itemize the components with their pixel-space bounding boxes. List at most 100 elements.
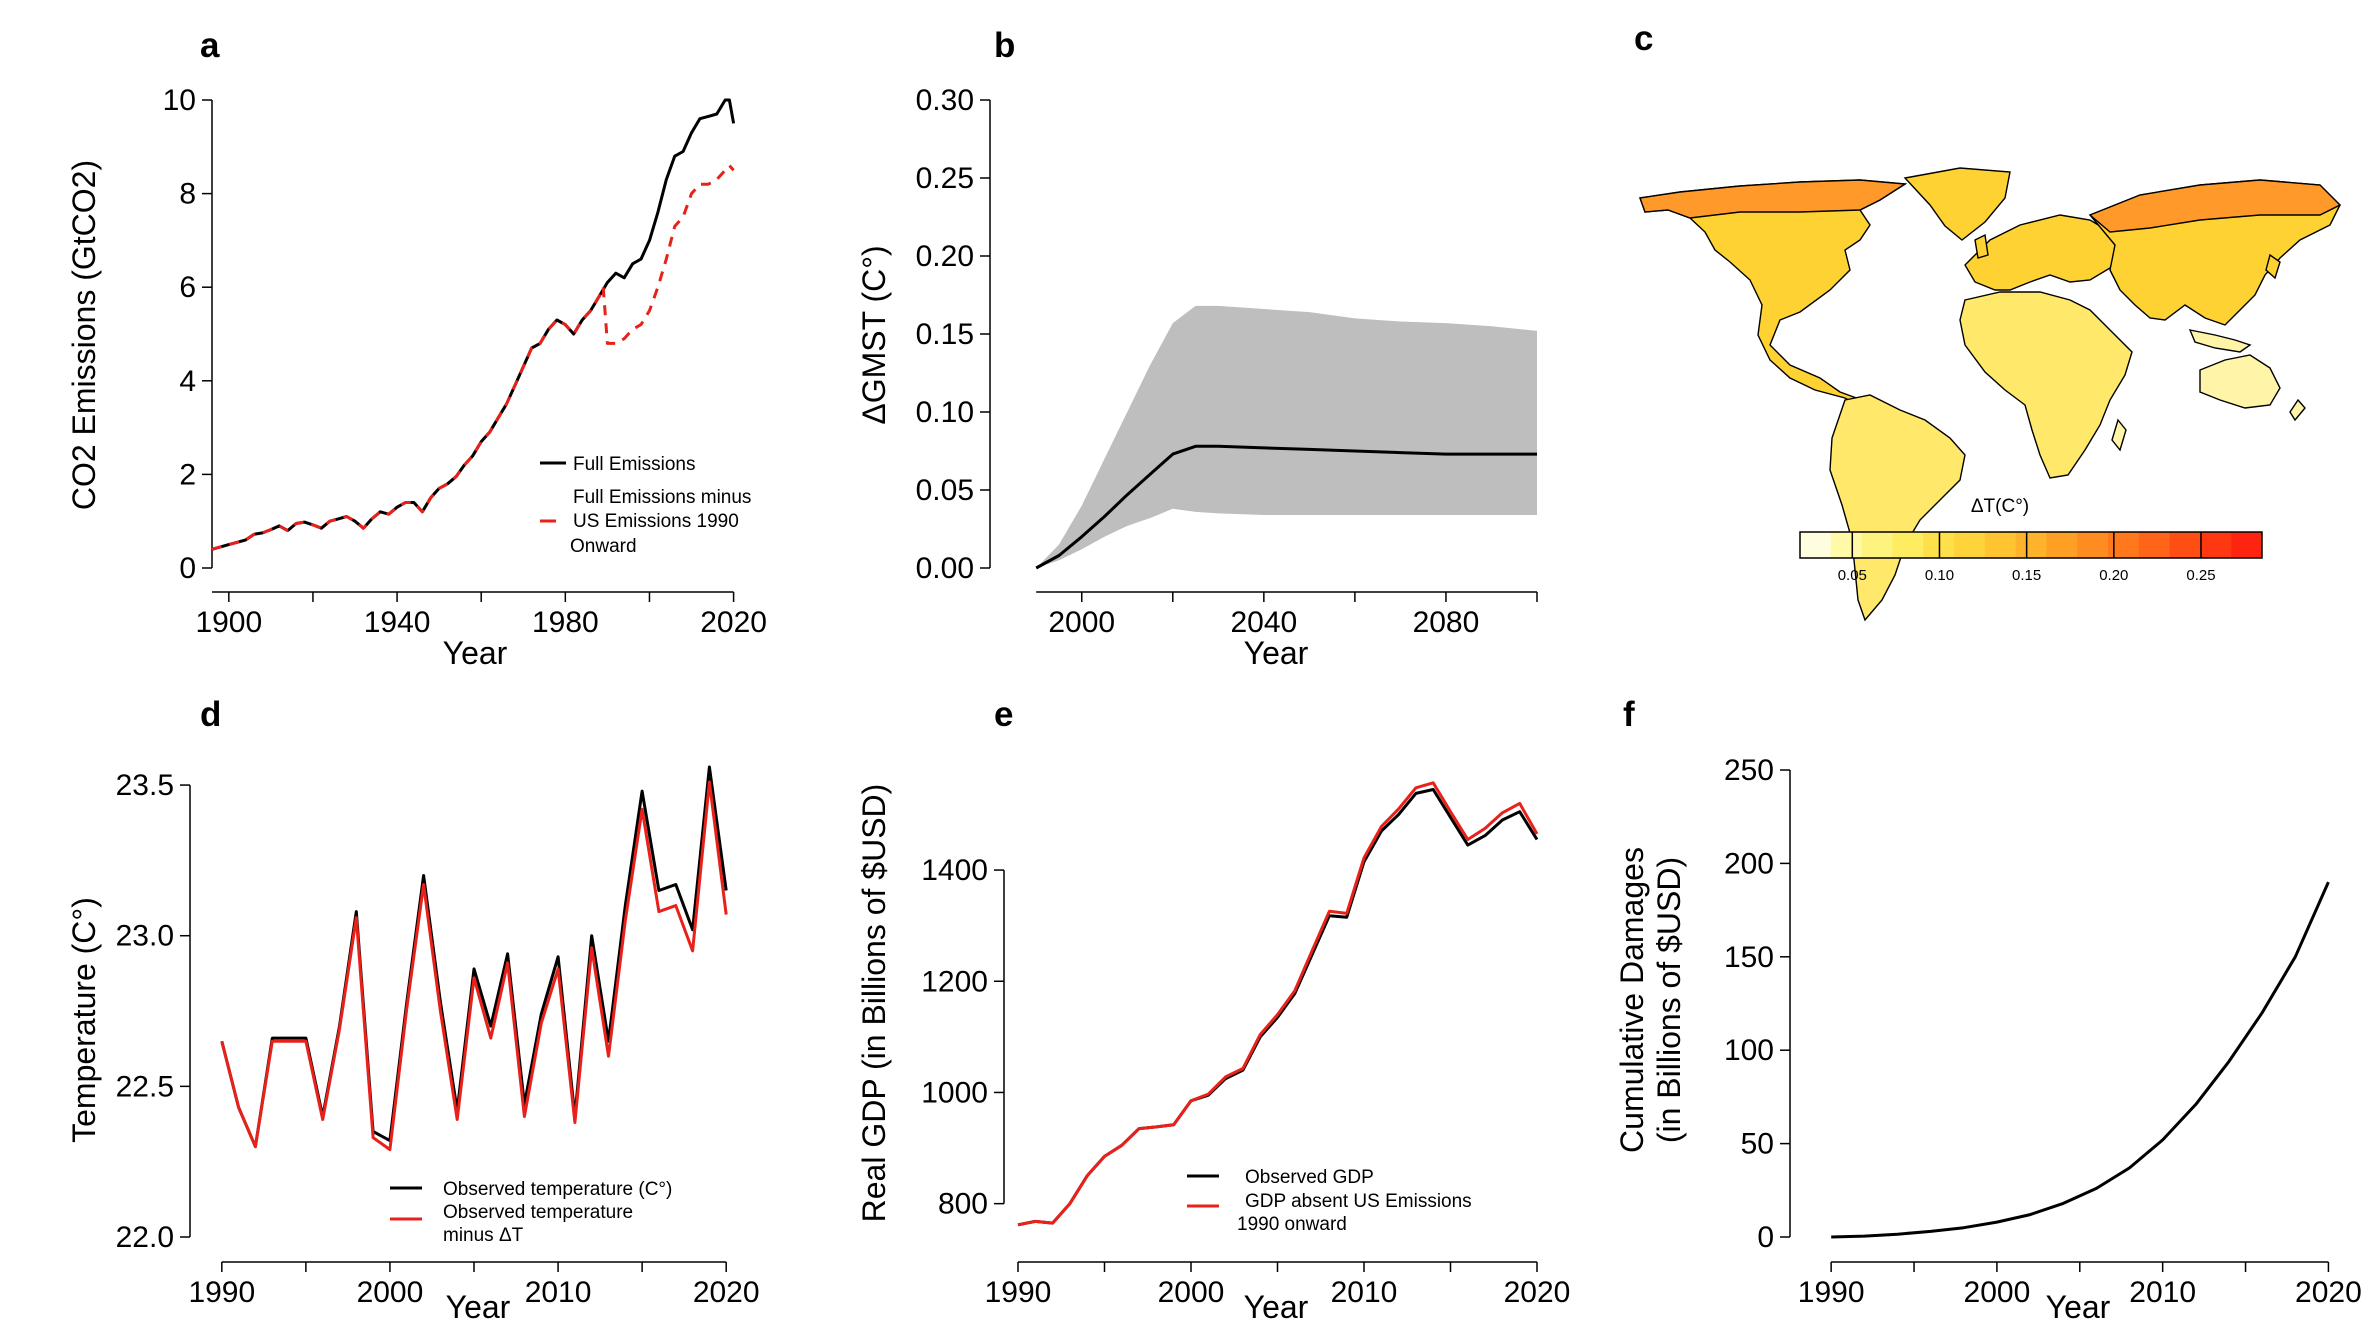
- series-line-secondary: [1017, 781, 1539, 1227]
- panel-f-y-axis-label-line1: Cumulative Damages: [1614, 847, 1650, 1153]
- panel-b-lines: [1035, 444, 1537, 570]
- x-tick-label: 2000: [1158, 1276, 1225, 1309]
- x-tick-label: 2080: [1413, 606, 1480, 639]
- colorbar-label: ΔT(C°): [1971, 496, 2029, 517]
- series-line-secondary: [211, 164, 735, 551]
- colorbar-segment: [1892, 532, 1924, 558]
- panel-a-x-axis-label: Year: [443, 635, 508, 671]
- x-tick-label: 1900: [195, 606, 262, 639]
- y-tick-label: 8: [179, 178, 196, 211]
- x-tick-label: 2040: [1230, 606, 1297, 639]
- y-tick-label: 0.20: [916, 240, 974, 273]
- map-australia: [2199, 354, 2281, 409]
- colorbar: [1799, 531, 2263, 559]
- panel-a-lines: [211, 98, 736, 551]
- y-tick-label: 23.5: [116, 769, 174, 802]
- colorbar-tick-label: 0.25: [2186, 567, 2215, 584]
- colorbar-segment: [2200, 532, 2232, 558]
- colorbar-ticks: 0.05 0.10 0.15 0.20 0.25: [1838, 532, 2216, 584]
- colorbar-tick-label: 0.20: [2099, 567, 2128, 584]
- colorbar-tick-label: 0.10: [1925, 567, 1954, 584]
- y-tick-label: 1200: [921, 965, 988, 998]
- panel-f-x-axis-label: Year: [2046, 1289, 2111, 1325]
- legend-label-gdp-absent-line1: GDP absent US Emissions: [1245, 1191, 1472, 1212]
- map-japan: [2265, 253, 2281, 280]
- series-line-primary: [1035, 444, 1537, 570]
- colorbar-segment: [1861, 532, 1893, 558]
- legend-label-minus-line1: Full Emissions minus: [573, 487, 751, 508]
- panel-d-x-axis-label: Year: [446, 1289, 511, 1325]
- panel-e-gdp: e Real GDP (in Billions of $USD) Year 80…: [856, 695, 1570, 1325]
- panel-c-map: c ΔT(C: [1634, 19, 2342, 622]
- x-tick-label: 1980: [532, 606, 599, 639]
- map-greenland: [1903, 167, 2011, 241]
- map-new-zealand: [2289, 398, 2306, 422]
- panel-e-lines: [1017, 781, 1539, 1227]
- panel-b-x-axis-label: Year: [1244, 635, 1309, 671]
- y-tick-label: 0.00: [916, 552, 974, 585]
- map-siberia: [2088, 179, 2342, 233]
- x-tick-label: 1990: [188, 1276, 255, 1309]
- series-line-primary: [1017, 788, 1539, 1227]
- panel-a-axes: 0 2 4 6 8 10 1900 1940 1980 2020: [163, 84, 767, 639]
- legend-label-minus-line3: Onward: [570, 536, 637, 557]
- x-tick-label: 2020: [700, 606, 767, 639]
- panel-b-gmst: b ΔGMST (C°) Year 0.000.050.100.150.200.…: [856, 26, 1538, 671]
- panel-letter-f: f: [1623, 695, 1635, 734]
- y-tick-label: 0.25: [916, 162, 974, 195]
- colorbar-segment: [2138, 532, 2171, 558]
- legend-label-minus-line2: US Emissions 1990: [573, 511, 739, 532]
- panel-a-y-axis-label: CO2 Emissions (GtCO2): [66, 160, 102, 510]
- y-tick-label: 0: [1757, 1221, 1774, 1254]
- y-tick-label: 0: [179, 552, 196, 585]
- map-indonesia: [2188, 329, 2252, 353]
- legend-label-full-emissions: Full Emissions: [573, 454, 695, 475]
- y-tick-label: 4: [179, 365, 196, 398]
- x-tick-label: 2010: [525, 1276, 592, 1309]
- map-europe: [1964, 214, 2121, 291]
- panel-f-axes: 0 50 100 150 200 250 1990 2000 2010 2020: [1724, 754, 2362, 1309]
- panel-letter-a: a: [200, 26, 220, 65]
- y-tick-label: 23.0: [116, 920, 174, 953]
- legend-label-minus-dt-line1: Observed temperature: [443, 1202, 633, 1223]
- panel-f-lines: [1831, 881, 2330, 1239]
- panel-b-axes: 0.00 0.05 0.10 0.15 0.20 0.25 0.30 2000 2040 2080: [916, 84, 1538, 639]
- y-tick-label: 200: [1724, 847, 1774, 880]
- colorbar-segment: [1954, 532, 1986, 558]
- panel-b-uncertainty-band: [1036, 305, 1537, 568]
- y-tick-label: 100: [1724, 1034, 1774, 1067]
- panel-d-y-axis-label: Temperature (C°): [66, 897, 102, 1143]
- panel-e-x-axis-label: Year: [1244, 1289, 1309, 1325]
- y-tick-label: 250: [1724, 754, 1774, 787]
- y-tick-label: 0.30: [916, 84, 974, 117]
- colorbar-segment: [1830, 532, 1863, 558]
- colorbar-segment: [2046, 532, 2078, 558]
- y-tick-label: 2: [179, 458, 196, 491]
- colorbar-segment: [2015, 532, 2047, 558]
- series-line-secondary: [220, 780, 728, 1152]
- map-south-america: [1829, 394, 1966, 622]
- y-tick-label: 1400: [921, 854, 988, 887]
- x-tick-label: 2010: [2129, 1276, 2196, 1309]
- panel-d-axes: 22.0 22.5 23.0 23.5 1990 2000 2010 2020: [116, 769, 760, 1309]
- panel-f-damages: f Cumulative Damages (in Billions of $US…: [1614, 695, 2362, 1325]
- y-tick-label: 6: [179, 271, 196, 304]
- x-tick-label: 2000: [357, 1276, 424, 1309]
- uncertainty-band-area: [1036, 305, 1537, 568]
- legend-label-gdp-absent-line2: 1990 onward: [1237, 1214, 1347, 1235]
- panel-b-y-axis-label: ΔGMST (C°): [856, 245, 892, 424]
- panel-letter-d: d: [200, 695, 221, 734]
- panel-d-legend: Observed temperature (C°) Observed tempe…: [390, 1179, 672, 1246]
- y-tick-label: 0.15: [916, 318, 974, 351]
- panel-e-legend: Observed GDP GDP absent US Emissions 199…: [1187, 1167, 1472, 1235]
- legend-label-observed: Observed temperature (C°): [443, 1179, 672, 1200]
- colorbar-tick-label: 0.05: [1838, 567, 1867, 584]
- series-line-primary: [1831, 881, 2330, 1239]
- colorbar-frame: [1799, 531, 2263, 559]
- colorbar-tick-label: 0.15: [2012, 567, 2041, 584]
- y-tick-label: 150: [1724, 941, 1774, 974]
- map-africa: [1959, 291, 2133, 479]
- legend-label-observed-gdp: Observed GDP: [1245, 1167, 1374, 1188]
- y-tick-label: 22.5: [116, 1070, 174, 1103]
